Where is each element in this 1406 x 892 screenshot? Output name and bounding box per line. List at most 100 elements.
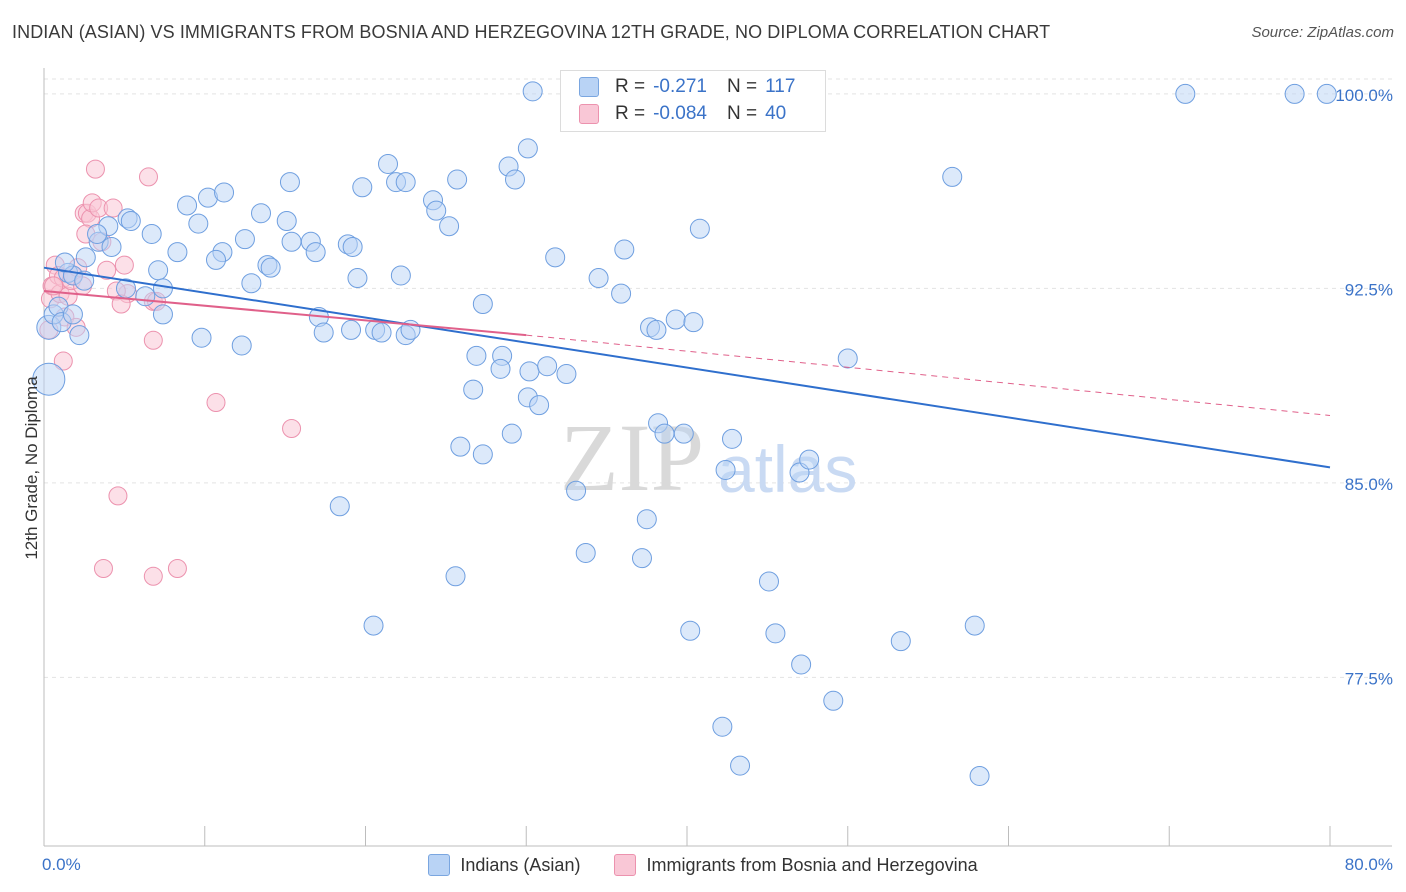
x-tick-label: 0.0% <box>42 855 81 874</box>
data-point-indian <box>281 231 302 252</box>
y-tick-label: 92.5% <box>1345 280 1393 299</box>
data-point-indian <box>87 223 108 244</box>
data-point-indian <box>611 283 632 304</box>
data-point-indian <box>313 322 334 343</box>
data-point-indian <box>654 423 675 444</box>
n-value: 40 <box>765 103 787 124</box>
data-point-indian <box>545 247 566 268</box>
data-point-indian <box>450 436 471 457</box>
legend-item-indian[interactable]: Indians (Asian) <box>428 850 580 880</box>
data-point-indian <box>472 293 493 314</box>
watermark-atlas: atlas <box>718 432 857 506</box>
data-point-indian <box>447 169 468 190</box>
data-point-indian <box>566 480 587 501</box>
data-point-indian <box>341 319 362 340</box>
x-tick-label: 80.0% <box>1345 855 1393 874</box>
data-point-indian <box>342 236 363 257</box>
data-point-indian <box>791 654 812 675</box>
data-point-indian <box>62 304 83 325</box>
data-point-bosnia <box>143 566 163 586</box>
data-point-bosnia <box>108 486 128 506</box>
data-point-indian <box>519 361 540 382</box>
data-point-indian <box>347 268 368 289</box>
data-point-bosnia <box>53 351 73 371</box>
data-point-indian <box>54 252 75 273</box>
data-point-bosnia <box>114 255 134 275</box>
data-point-indian <box>214 182 235 203</box>
data-point-indian <box>683 312 704 333</box>
data-point-indian <box>352 177 373 198</box>
data-point-indian <box>101 236 122 257</box>
legend-label-bosnia: Immigrants from Bosnia and Herzegovina <box>646 854 978 875</box>
data-point-indian <box>329 496 350 517</box>
trend-line-indian <box>43 266 1331 469</box>
data-point-bosnia <box>138 167 158 187</box>
data-point-indian <box>231 335 252 356</box>
data-point-indian <box>837 348 858 369</box>
legend-row-indian: R = -0.271 N = 117 <box>579 74 795 100</box>
data-point-indian <box>206 249 227 270</box>
data-point-indian <box>135 286 156 307</box>
data-point-indian <box>823 690 844 711</box>
data-point-indian <box>305 242 326 263</box>
data-point-indian <box>188 213 209 234</box>
axes <box>43 68 1392 847</box>
data-point-indian <box>378 153 399 174</box>
data-point-indian <box>241 273 262 294</box>
legend-item-bosnia[interactable]: Immigrants from Bosnia and Herzegovina <box>614 850 978 880</box>
data-point-indian <box>501 423 522 444</box>
data-point-indian <box>665 309 686 330</box>
data-point-bosnia <box>143 330 163 350</box>
data-point-indian <box>32 362 66 396</box>
data-point-bosnia <box>282 418 302 438</box>
tick-labels: 77.5% 85.0% 92.5% 100.0% 0.0% 80.0% <box>42 86 1393 874</box>
data-point-indian <box>152 304 173 325</box>
data-point-indian <box>588 268 609 289</box>
y-tick-label: 100.0% <box>1335 86 1393 105</box>
trend-line-bosnia <box>43 290 527 337</box>
data-point-indian <box>517 138 538 159</box>
data-point-indian <box>636 509 657 530</box>
data-point-indian <box>730 755 751 776</box>
data-point-indian <box>466 345 487 366</box>
data-point-indian <box>614 239 635 260</box>
r-label: R = <box>615 76 646 97</box>
data-point-indian <box>1316 83 1337 104</box>
series-legend: Indians (Asian) Immigrants from Bosnia a… <box>0 850 1406 880</box>
data-point-indian <box>575 542 596 563</box>
data-point-indian <box>1284 83 1305 104</box>
data-point-indian <box>69 325 90 346</box>
data-point-indian <box>631 548 652 569</box>
data-point-indian <box>490 358 511 379</box>
data-point-indian <box>712 716 733 737</box>
data-point-indian <box>537 356 558 377</box>
data-point-indian <box>371 322 392 343</box>
data-point-bosnia <box>103 198 123 218</box>
data-point-indian <box>148 260 169 281</box>
data-point-indian <box>191 327 212 348</box>
grid-lines <box>44 78 1392 678</box>
data-point-indian <box>758 571 779 592</box>
series-indian-points <box>32 81 1337 786</box>
data-point-indian <box>680 620 701 641</box>
trend-lines <box>43 266 1331 469</box>
data-point-indian <box>75 247 96 268</box>
data-point-indian <box>426 200 447 221</box>
series-bosnia-points <box>39 159 302 586</box>
data-point-bosnia <box>44 276 64 296</box>
data-point-indian <box>463 379 484 400</box>
legend-label-indian: Indians (Asian) <box>460 854 581 875</box>
n-value: 117 <box>765 76 796 97</box>
data-point-indian <box>765 623 786 644</box>
data-point-indian <box>74 270 95 291</box>
data-point-indian <box>445 566 466 587</box>
data-point-indian <box>472 444 493 465</box>
r-value: -0.084 <box>653 103 707 124</box>
data-point-indian <box>279 172 300 193</box>
data-point-bosnia <box>85 159 105 179</box>
data-point-indian <box>673 423 694 444</box>
y-tick-label: 77.5% <box>1345 669 1393 688</box>
data-point-indian <box>529 395 550 416</box>
data-point-bosnia <box>167 559 187 579</box>
